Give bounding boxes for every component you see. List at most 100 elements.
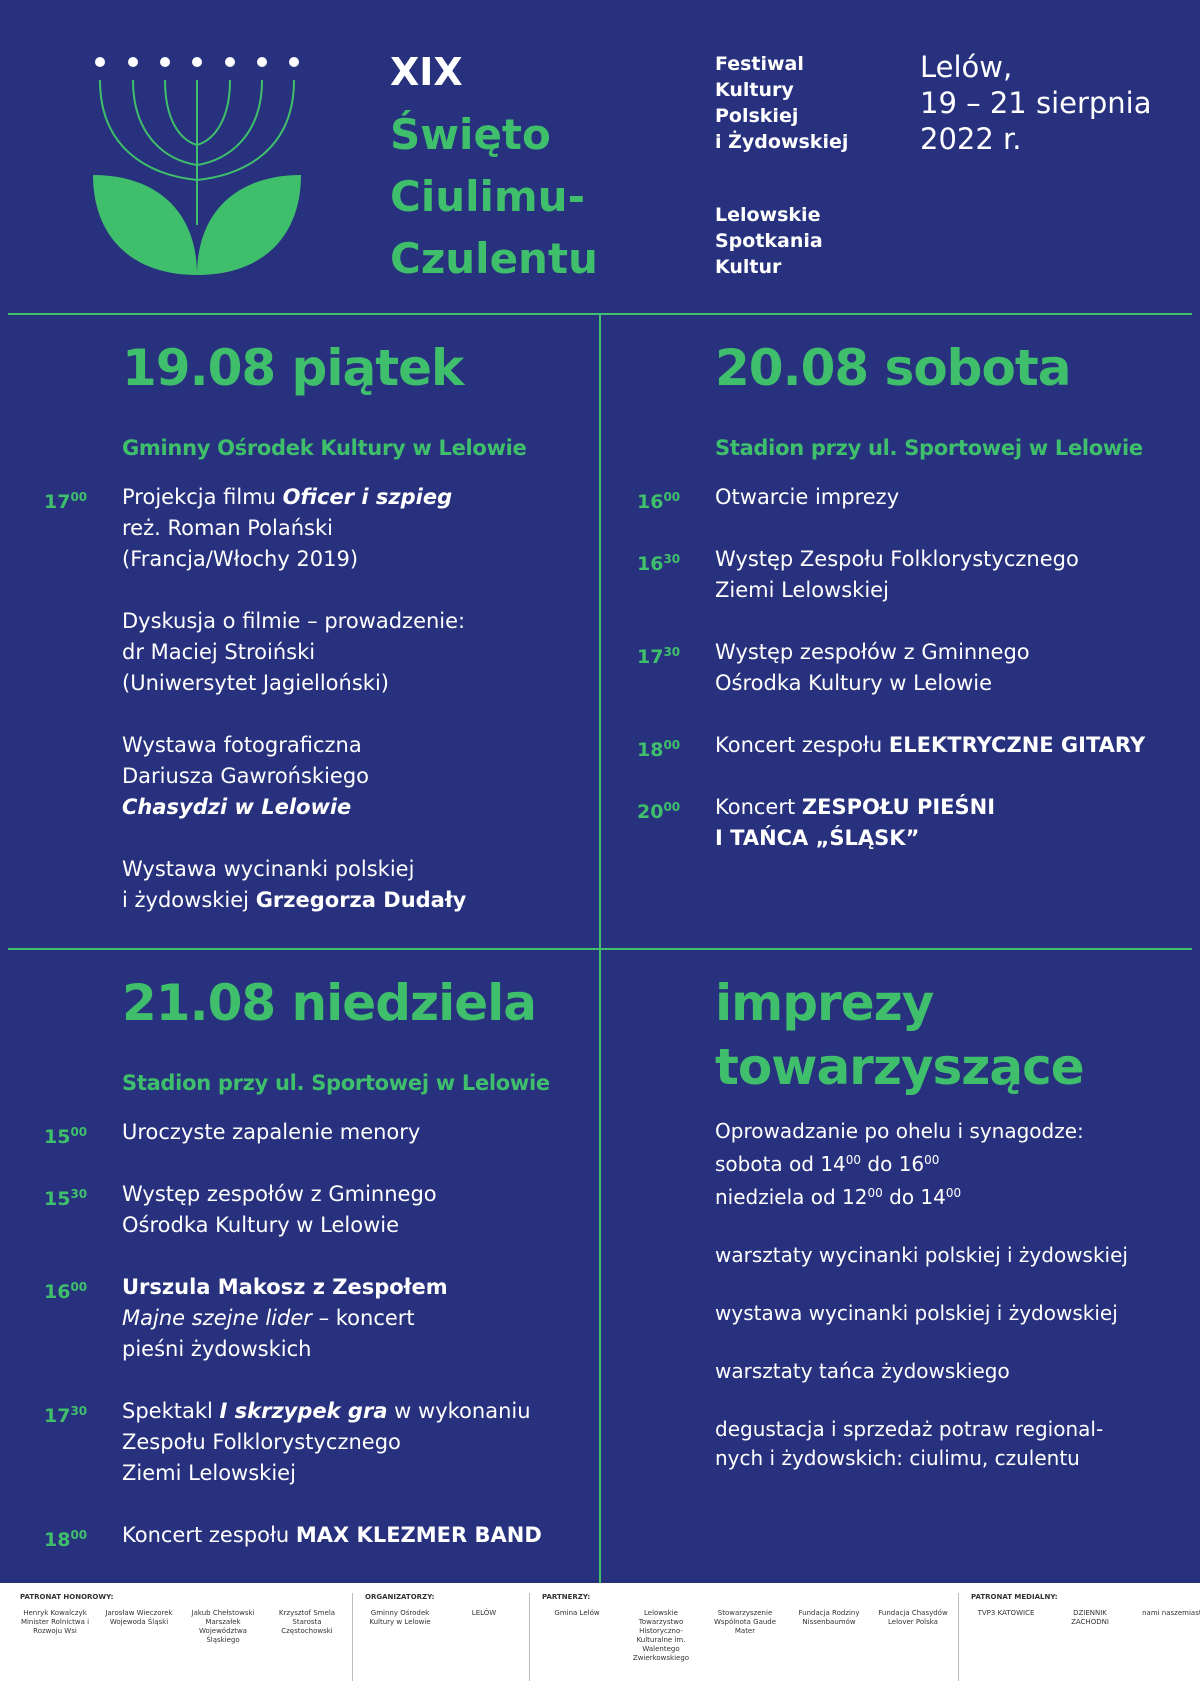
line: Polskiej bbox=[715, 105, 799, 127]
time: 1500 bbox=[44, 1117, 87, 1153]
event: 1600 Otwarcie imprezy bbox=[637, 482, 1185, 513]
text-run: 00 bbox=[867, 1186, 883, 1200]
time-minute: 30 bbox=[70, 1404, 88, 1418]
time: 2000 bbox=[637, 792, 680, 828]
text-run: sobota od 14 bbox=[715, 1152, 846, 1176]
text-line: Ziemi Lelowskiej bbox=[715, 575, 1185, 606]
text-run: Wystawa fotograficzna bbox=[122, 733, 362, 757]
sponsor-group: PARTNERZY: Gmina Lelów Lelowskie Towarzyst… bbox=[542, 1593, 959, 1681]
time: 1600 bbox=[44, 1272, 87, 1308]
text-run: Występ Zespołu Folklorystycznego bbox=[715, 547, 1079, 571]
time-minute: 30 bbox=[70, 1187, 88, 1201]
time-minute: 30 bbox=[663, 552, 681, 566]
text-line: Ośrodka Kultury w Lelowie bbox=[715, 668, 1185, 699]
text-run: I TAŃCA „ŚLĄSK” bbox=[715, 826, 920, 850]
time-minute: 00 bbox=[70, 1280, 88, 1294]
time-hour: 17 bbox=[637, 646, 664, 668]
text-line: (Francja/Włochy 2019) bbox=[122, 544, 592, 575]
line: Kultur bbox=[715, 256, 782, 278]
meetings-name: Lelowskie Spotkania Kultur bbox=[715, 202, 823, 280]
text-run: nych i żydowskich: ciulimu, czulentu bbox=[715, 1446, 1080, 1470]
event: 1700 Projekcja filmu Oficer i szpieg reż. … bbox=[44, 482, 592, 575]
text-line: Dariusza Gawrońskiego bbox=[122, 761, 592, 792]
line: 19 – 21 sierpnia bbox=[920, 86, 1152, 120]
sponsor: Fundacja Rodziny Nissenbaumów bbox=[798, 1609, 860, 1626]
text-run: Zespołu Folklorystycznego bbox=[122, 1430, 401, 1454]
text-line: dr Maciej Stroiński bbox=[122, 637, 592, 668]
line: Ciulimu- bbox=[390, 172, 586, 221]
time-hour: 18 bbox=[637, 739, 664, 761]
text-run: Koncert zespołu bbox=[122, 1523, 296, 1547]
time: 1800 bbox=[44, 1520, 87, 1556]
text-run: Grzegorza Dudały bbox=[255, 888, 467, 912]
time: 1700 bbox=[44, 482, 87, 518]
time-minute: 00 bbox=[663, 738, 681, 752]
group-label: PATRONAT MEDIALNY: bbox=[971, 1593, 1058, 1601]
time-hour: 17 bbox=[44, 491, 71, 513]
sponsor: Stowarzyszenie Wspólnota Gaude Mater bbox=[713, 1609, 777, 1635]
text-run: Występ zespołów z Gminnego bbox=[715, 640, 1030, 664]
text-line: Ziemi Lelowskiej bbox=[122, 1458, 592, 1489]
sponsor: Krzysztof Smela Starosta Częstochowski bbox=[278, 1609, 336, 1635]
text-line: niedziela od 1200 do 1400 bbox=[715, 1179, 1128, 1212]
text-run: I skrzypek gra bbox=[219, 1399, 388, 1423]
text-run: Uroczyste zapalenie menory bbox=[122, 1120, 421, 1144]
text-line: Majne szejne lider – koncert bbox=[122, 1303, 592, 1334]
time-hour: 18 bbox=[44, 1529, 71, 1551]
time-minute: 00 bbox=[663, 800, 681, 814]
footer: PATRONAT HONOROWY: Henryk Kowalczyk Minis… bbox=[0, 1583, 1200, 1691]
sponsor: nami naszemiasto bbox=[1142, 1609, 1200, 1617]
text-run: Otwarcie imprezy bbox=[715, 485, 900, 509]
line: Święto bbox=[390, 110, 551, 159]
side-item: degustacja i sprzedaż potraw regional-ny… bbox=[715, 1415, 1128, 1473]
text-line: Ośrodka Kultury w Lelowie bbox=[122, 1210, 592, 1241]
text-line: Spektakl I skrzypek gra w wykonaniu bbox=[122, 1396, 592, 1427]
text-run: 00 bbox=[945, 1186, 962, 1200]
text-run: pieśni żydowskich bbox=[122, 1337, 312, 1361]
group-label: PATRONAT HONOROWY: bbox=[20, 1593, 114, 1601]
text-run: (Uniwersytet Jagielloński) bbox=[122, 671, 389, 695]
text-line: (Uniwersytet Jagielloński) bbox=[122, 668, 592, 699]
text-run: Koncert zespołu bbox=[715, 733, 889, 757]
text-run: (Francja/Włochy 2019) bbox=[122, 547, 359, 571]
text-run: 00 bbox=[845, 1153, 862, 1167]
edition: XIX bbox=[390, 50, 463, 94]
text-run: Projekcja filmu bbox=[122, 485, 283, 509]
event: Wystawa wycinanki polskiej i żydowskiej G… bbox=[122, 854, 592, 916]
text-run: MAX KLEZMER BAND bbox=[295, 1523, 542, 1547]
festival-title: Święto Ciulimu- Czulentu bbox=[390, 104, 598, 290]
event: 1730 Spektakl I skrzypek gra w wykonaniu Z… bbox=[44, 1396, 592, 1489]
side-item: warsztaty wycinanki polskiej i żydowskie… bbox=[715, 1241, 1128, 1270]
day-heading: 20.08 sobota bbox=[715, 339, 1071, 397]
text-run: degustacja i sprzedaż potraw regional- bbox=[715, 1417, 1104, 1441]
sponsor: Fundacja Chasydów Lelover Polska bbox=[878, 1609, 948, 1626]
text-run: do 16 bbox=[861, 1152, 925, 1176]
text-line: sobota od 1400 do 1600 bbox=[715, 1146, 1128, 1179]
sponsor-group: ORGANIZATORZY: Gminny Ośrodek Kultury w L… bbox=[365, 1593, 530, 1681]
group-label: ORGANIZATORZY: bbox=[365, 1593, 435, 1601]
event: Dyskusja o filmie – prowadzenie: dr Macie… bbox=[122, 606, 592, 699]
text-line: Uroczyste zapalenie menory bbox=[122, 1117, 592, 1148]
time-hour: 20 bbox=[637, 801, 664, 823]
event: Wystawa fotograficzna Dariusza Gawrońskie… bbox=[122, 730, 592, 823]
divider bbox=[599, 314, 601, 1583]
time-minute: 00 bbox=[70, 490, 88, 504]
text-run: wystawa wycinanki polskiej i żydowskiej bbox=[715, 1301, 1118, 1325]
venue: Stadion przy ul. Sportowej w Lelowie bbox=[122, 1071, 550, 1095]
time-hour: 15 bbox=[44, 1126, 71, 1148]
text-run: Ośrodka Kultury w Lelowie bbox=[122, 1213, 400, 1237]
time: 1800 bbox=[637, 730, 680, 766]
text-run: i żydowskiej bbox=[122, 888, 256, 912]
side-heading: imprezy towarzyszące bbox=[715, 971, 1085, 1099]
text-line: Koncert zespołu ELEKTRYCZNE GITARY bbox=[715, 730, 1185, 761]
day-heading: 21.08 niedziela bbox=[122, 974, 537, 1032]
text-line: degustacja i sprzedaż potraw regional- bbox=[715, 1415, 1128, 1444]
event: 1630 Występ Zespołu Folklorystycznego Ziem… bbox=[637, 544, 1185, 606]
text-run: Majne szejne lider bbox=[122, 1306, 312, 1330]
group-items: Henryk Kowalczyk Minister Rolnictwa i Ro… bbox=[20, 1609, 342, 1645]
line: 2022 r. bbox=[920, 122, 1022, 156]
group-items: TVP3 KATOWICE DZIENNIK ZACHODNI nami nasze… bbox=[971, 1609, 1200, 1627]
text-line: warsztaty wycinanki polskiej i żydowskie… bbox=[715, 1241, 1128, 1270]
text-run: warsztaty wycinanki polskiej i żydowskie… bbox=[715, 1243, 1128, 1267]
